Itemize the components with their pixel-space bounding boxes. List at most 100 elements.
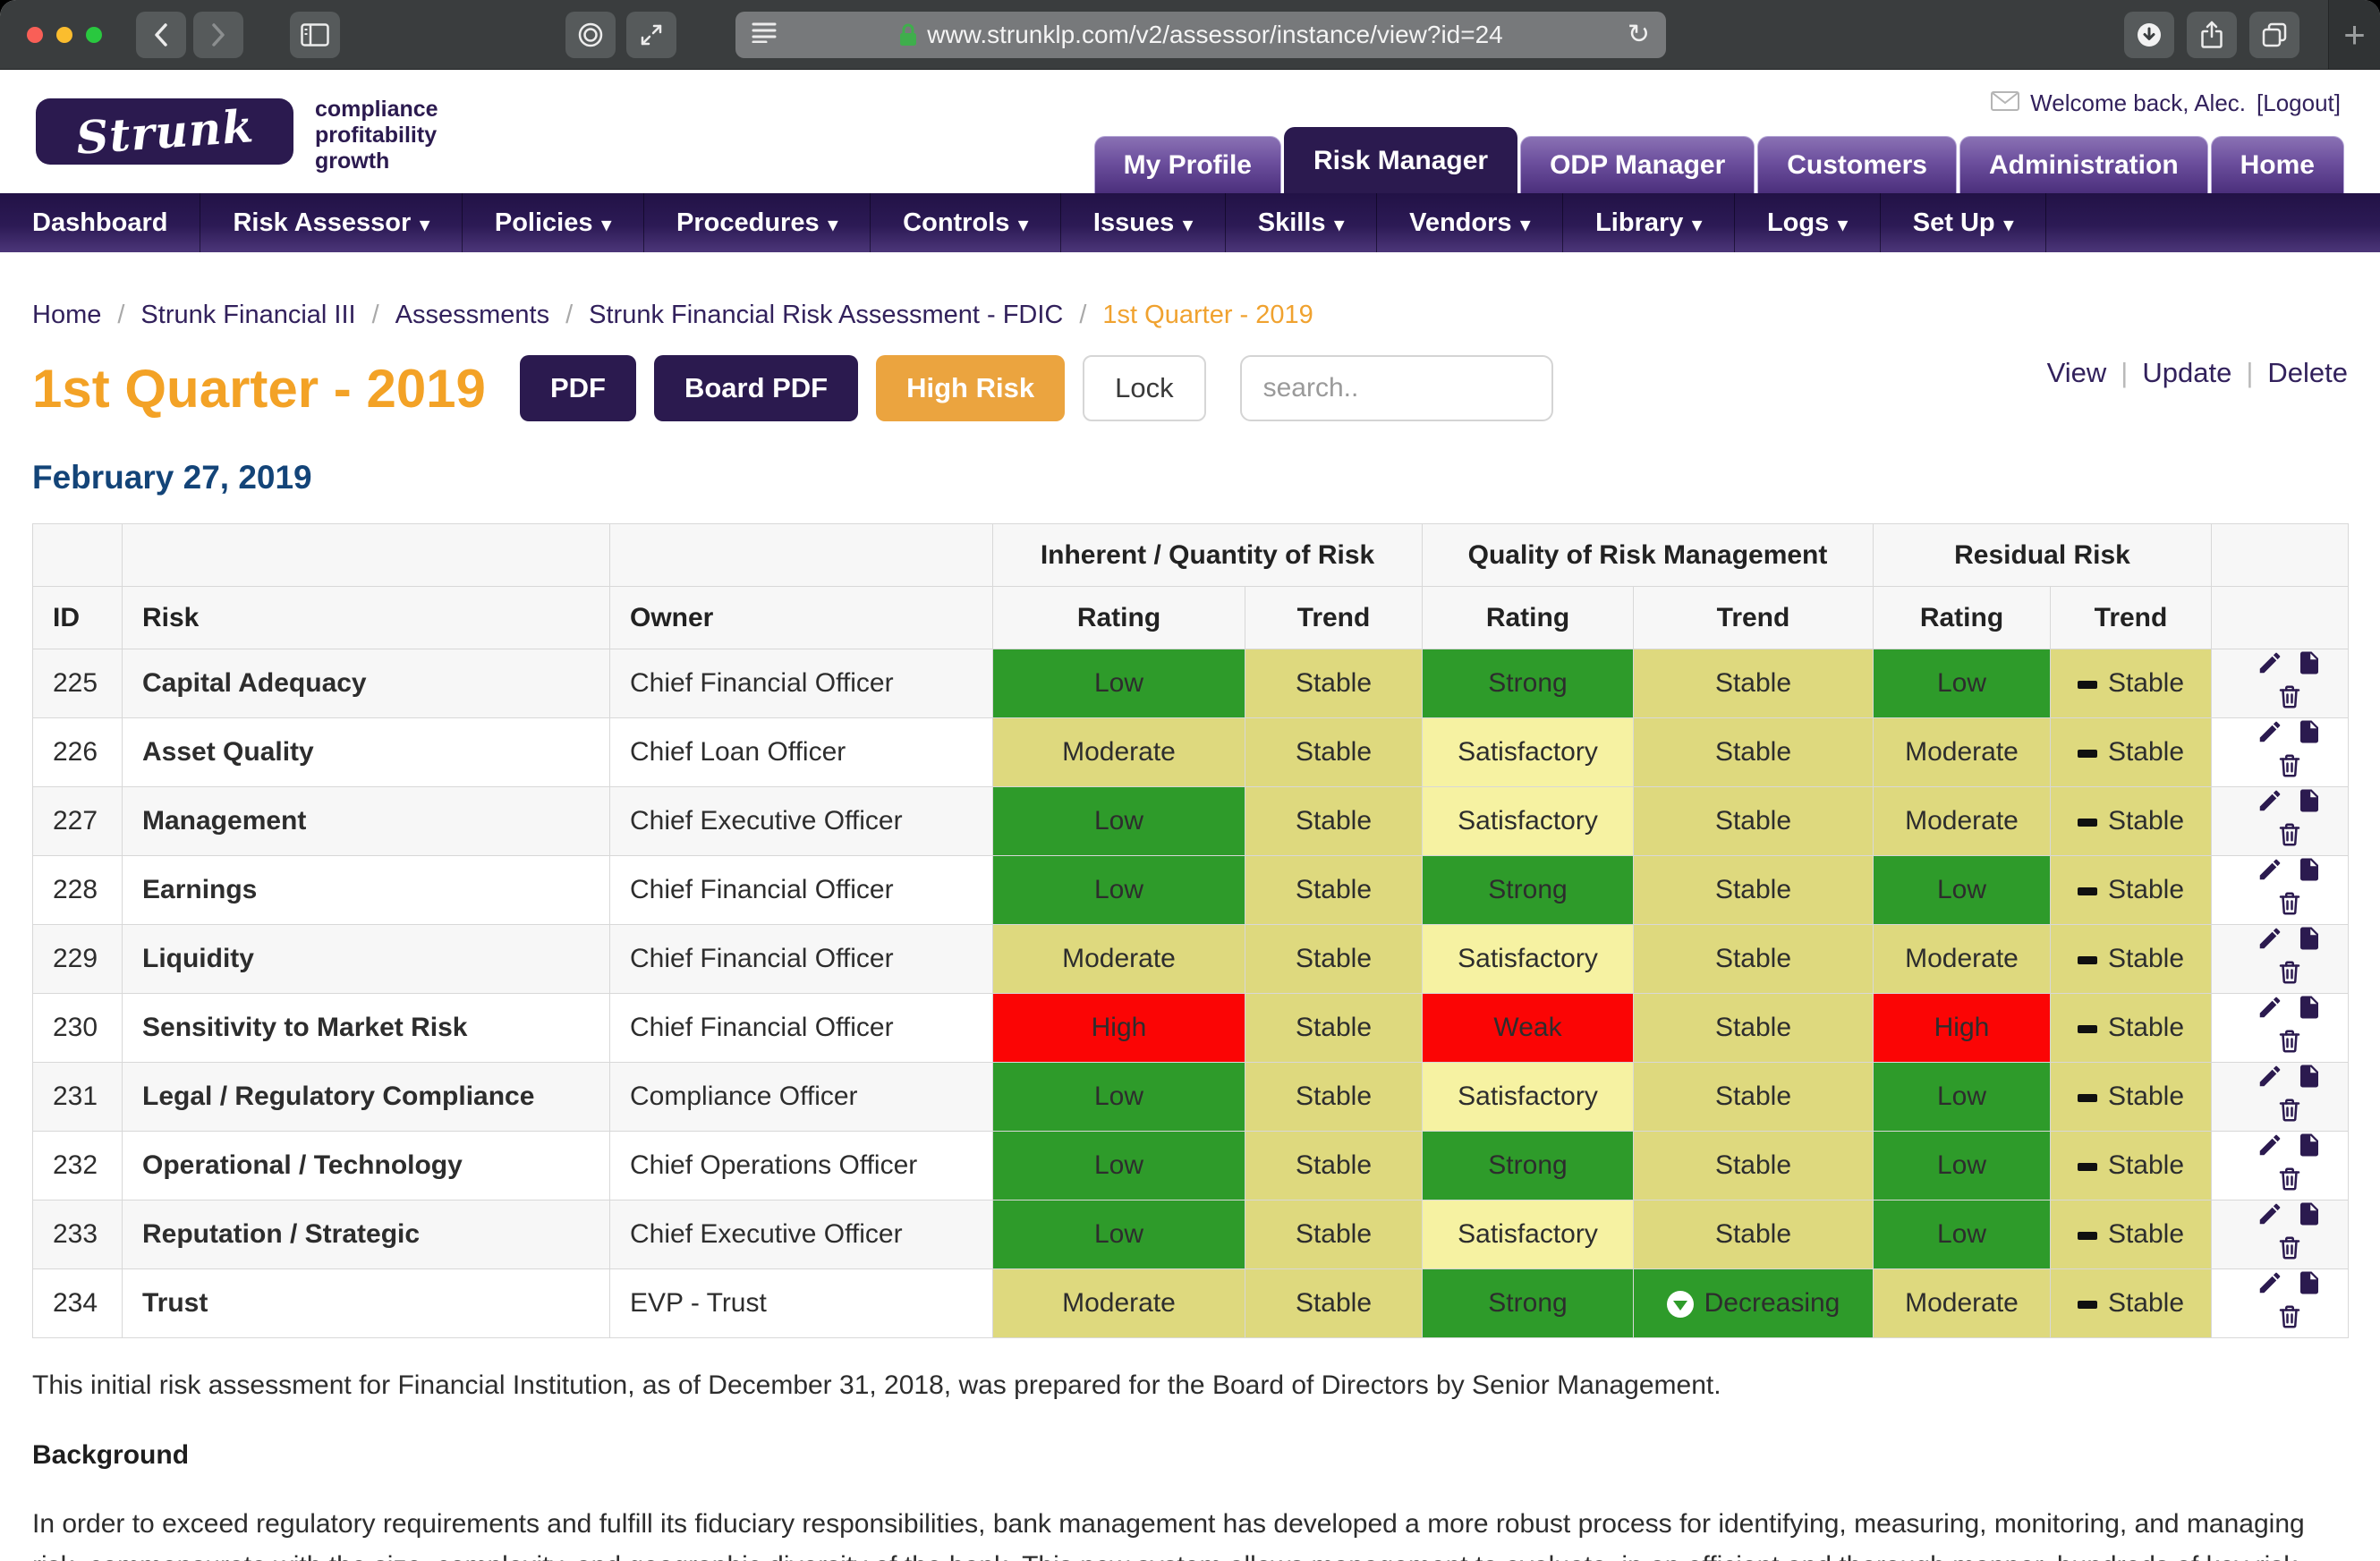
edit-icon[interactable] — [2257, 1269, 2283, 1296]
residual-trend-cell: Stable — [2051, 1200, 2212, 1269]
delete-icon[interactable] — [2276, 1234, 2303, 1261]
col-id: ID — [33, 587, 123, 649]
zoom-window-button[interactable] — [86, 27, 102, 43]
update-link[interactable]: Update — [2142, 357, 2231, 389]
copy-icon[interactable] — [2296, 1200, 2323, 1227]
breadcrumb-link-assessment[interactable]: Strunk Financial Risk Assessment - FDIC — [589, 301, 1063, 330]
delete-icon[interactable] — [2276, 890, 2303, 917]
residual-rating-cell: Moderate — [1874, 787, 2051, 856]
table-row: 232 Operational / Technology Chief Opera… — [33, 1132, 2349, 1200]
reader-mode-icon[interactable] — [752, 21, 777, 49]
quality-rating-cell: Satisfactory — [1423, 718, 1634, 787]
breadcrumb-link-assessments[interactable]: Assessments — [395, 301, 549, 330]
tab-home[interactable]: Home — [2211, 136, 2344, 193]
strunk-logo[interactable]: Strunk — [36, 98, 293, 165]
delete-icon[interactable] — [2276, 821, 2303, 848]
edit-icon[interactable] — [2257, 1063, 2283, 1090]
residual-trend-cell: Stable — [2051, 1063, 2212, 1132]
tab-administration[interactable]: Administration — [1959, 136, 2208, 193]
edit-icon[interactable] — [2257, 994, 2283, 1021]
tab-overview-button[interactable] — [2249, 12, 2299, 58]
quality-trend-cell: Stable — [1634, 856, 1874, 925]
copy-icon[interactable] — [2296, 1132, 2323, 1158]
tab-customers[interactable]: Customers — [1757, 136, 1957, 193]
copy-icon[interactable] — [2296, 649, 2323, 676]
stable-dash-icon — [2078, 887, 2097, 895]
share-button[interactable] — [2187, 12, 2237, 58]
edit-icon[interactable] — [2257, 718, 2283, 745]
search-input[interactable] — [1240, 355, 1553, 421]
nav-item-dashboard[interactable]: Dashboard — [0, 193, 200, 252]
delete-icon[interactable] — [2276, 959, 2303, 986]
share-icon — [2199, 21, 2224, 49]
fullscreen-extension-button[interactable] — [626, 12, 676, 58]
owner-cell: Chief Executive Officer — [610, 787, 993, 856]
group-header-residual: Residual Risk — [1874, 524, 2212, 587]
nav-item-procedures[interactable]: Procedures▾ — [644, 193, 871, 252]
inherent-trend-cell: Stable — [1245, 718, 1423, 787]
pdf-button[interactable]: PDF — [520, 355, 636, 421]
nav-item-controls[interactable]: Controls▾ — [871, 193, 1061, 252]
nav-item-logs[interactable]: Logs▾ — [1735, 193, 1881, 252]
refresh-icon[interactable]: ↻ — [1628, 19, 1650, 50]
edit-icon[interactable] — [2257, 1132, 2283, 1158]
copy-icon[interactable] — [2296, 994, 2323, 1021]
stable-dash-icon — [2078, 1025, 2097, 1033]
nav-item-skills[interactable]: Skills▾ — [1226, 193, 1377, 252]
new-tab-button[interactable]: + — [2328, 0, 2380, 69]
row-actions — [2212, 856, 2349, 925]
page-title: 1st Quarter - 2019 — [32, 358, 486, 420]
downloads-button[interactable] — [2124, 12, 2174, 58]
edit-icon[interactable] — [2257, 1200, 2283, 1227]
inherent-trend-cell: Stable — [1245, 1063, 1423, 1132]
nav-item-vendors[interactable]: Vendors▾ — [1377, 193, 1563, 252]
nav-item-risk-assessor[interactable]: Risk Assessor▾ — [200, 193, 462, 252]
minimize-window-button[interactable] — [56, 27, 72, 43]
view-link[interactable]: View — [2047, 357, 2107, 389]
copy-icon[interactable] — [2296, 718, 2323, 745]
col-owner: Owner — [610, 587, 993, 649]
breadcrumb-link-company[interactable]: Strunk Financial III — [140, 301, 355, 330]
nav-item-issues[interactable]: Issues▾ — [1061, 193, 1226, 252]
delete-icon[interactable] — [2276, 752, 2303, 779]
delete-icon[interactable] — [2276, 683, 2303, 710]
owner-cell: Compliance Officer — [610, 1063, 993, 1132]
nav-item-library[interactable]: Library▾ — [1563, 193, 1735, 252]
close-window-button[interactable] — [27, 27, 43, 43]
edit-icon[interactable] — [2257, 925, 2283, 952]
lock-button[interactable]: Lock — [1083, 355, 1205, 421]
edit-icon[interactable] — [2257, 787, 2283, 814]
table-column-header-row: ID Risk Owner Rating Trend Rating Trend … — [33, 587, 2349, 649]
copy-icon[interactable] — [2296, 787, 2323, 814]
logout-link[interactable]: [Logout] — [2257, 89, 2341, 117]
stable-dash-icon — [2078, 819, 2097, 827]
url-text: www.strunklp.com/v2/assessor/instance/vi… — [927, 21, 1503, 49]
sidebar-toggle-button[interactable] — [290, 12, 340, 58]
delete-icon[interactable] — [2276, 1028, 2303, 1055]
delete-icon[interactable] — [2276, 1166, 2303, 1192]
address-bar[interactable]: www.strunklp.com/v2/assessor/instance/vi… — [735, 12, 1666, 58]
copy-icon[interactable] — [2296, 856, 2323, 883]
board-pdf-button[interactable]: Board PDF — [654, 355, 858, 421]
delete-icon[interactable] — [2276, 1303, 2303, 1330]
forward-button[interactable] — [193, 12, 243, 58]
back-button[interactable] — [136, 12, 186, 58]
edit-icon[interactable] — [2257, 856, 2283, 883]
tab-my-profile[interactable]: My Profile — [1094, 136, 1281, 193]
delete-icon[interactable] — [2276, 1097, 2303, 1124]
nav-item-policies[interactable]: Policies▾ — [463, 193, 644, 252]
copy-icon[interactable] — [2296, 1063, 2323, 1090]
nav-item-set-up[interactable]: Set Up▾ — [1881, 193, 2046, 252]
breadcrumb-link-home[interactable]: Home — [32, 301, 101, 330]
stable-dash-icon — [2078, 681, 2097, 689]
copy-icon[interactable] — [2296, 1269, 2323, 1296]
tab-odp-manager[interactable]: ODP Manager — [1520, 136, 1755, 193]
tab-risk-manager[interactable]: Risk Manager — [1284, 127, 1517, 193]
copy-icon[interactable] — [2296, 925, 2323, 952]
high-risk-button[interactable]: High Risk — [876, 355, 1065, 421]
password-extension-button[interactable] — [565, 12, 616, 58]
edit-icon[interactable] — [2257, 649, 2283, 676]
row-actions — [2212, 1132, 2349, 1200]
delete-link[interactable]: Delete — [2267, 357, 2348, 389]
inherent-rating-cell: Low — [993, 1132, 1245, 1200]
